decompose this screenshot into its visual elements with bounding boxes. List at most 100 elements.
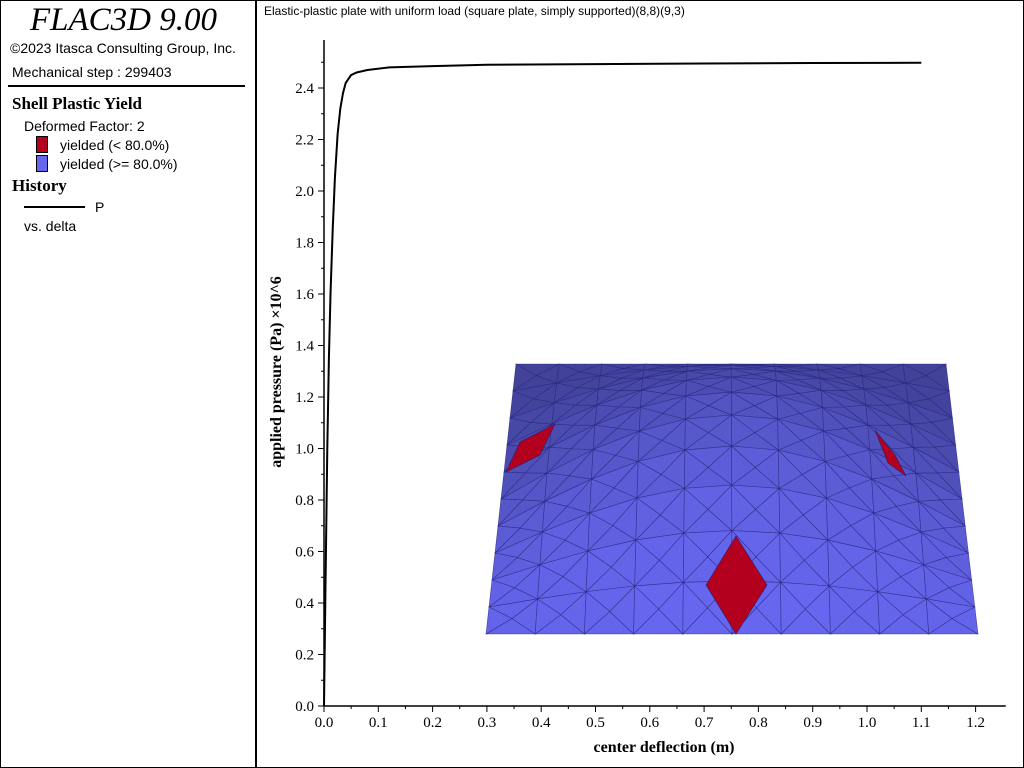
mesh-facet — [822, 406, 847, 432]
mesh-facet — [553, 382, 579, 404]
legend-panel: FLAC3D 9.00 ©2023 Itasca Consulting Grou… — [0, 0, 255, 768]
separator — [8, 85, 245, 87]
x-tick-label: 0.0 — [315, 715, 334, 731]
mesh-facet — [506, 417, 532, 446]
mesh-facet — [683, 532, 709, 584]
x-tick-label: 0.4 — [532, 715, 551, 731]
x-tick-label: 0.6 — [640, 715, 659, 731]
mesh-facet — [910, 423, 936, 448]
mesh-facet — [634, 539, 660, 587]
mesh-facet — [731, 414, 756, 447]
mesh-facet — [485, 606, 513, 635]
deformed-plate-mesh — [484, 363, 980, 635]
mesh-facet — [902, 363, 927, 384]
mesh-facet — [537, 564, 564, 600]
mesh-facet — [778, 487, 804, 534]
y-tick-label: 1.0 — [295, 442, 314, 458]
mesh-facet — [861, 375, 887, 390]
history-curve — [323, 61, 922, 707]
y-tick-label: 2.2 — [295, 133, 314, 149]
mesh-facet — [685, 379, 710, 397]
legend-label-yielded-lt80: yielded (< 80.0%) — [60, 137, 170, 153]
mesh-facet — [819, 377, 843, 391]
mesh-facet — [591, 449, 617, 480]
mesh-facet — [598, 375, 623, 390]
mesh-facet — [873, 512, 900, 552]
y-axis-label: applied pressure (Pa) ×10^6 — [268, 276, 285, 468]
mesh-facet — [534, 598, 562, 635]
x-tick-label: 0.2 — [423, 715, 442, 731]
mesh-facet — [494, 525, 521, 554]
y-tick-label: 0.0 — [295, 699, 314, 715]
mesh-facet — [551, 402, 577, 425]
legend-swatch-yielded-ge80 — [36, 155, 48, 172]
mesh-facet — [488, 579, 516, 608]
mesh-facet — [641, 377, 665, 391]
x-tick-label: 0.9 — [803, 715, 822, 731]
plot-title: Elastic-plastic plate with uniform load … — [264, 4, 685, 18]
mesh-facet — [865, 404, 891, 426]
mesh-facet — [596, 388, 621, 406]
mesh-facet — [731, 391, 756, 416]
mesh-facet — [826, 497, 852, 541]
mesh-facet — [643, 363, 667, 371]
y-tick-label: 1.4 — [295, 339, 314, 355]
mesh-facet — [684, 418, 709, 451]
mesh-facet — [512, 363, 537, 392]
mesh-facet — [509, 390, 535, 419]
mesh-facet — [779, 532, 805, 583]
y-tick-label: 1.6 — [295, 287, 314, 303]
mesh-facet — [686, 365, 710, 372]
app-title: FLAC3D 9.00 — [30, 2, 218, 38]
x-tick-label: 0.5 — [586, 715, 605, 731]
mesh-facet — [775, 379, 801, 397]
mesh-facet — [684, 449, 709, 490]
mesh-facet — [775, 370, 799, 381]
mesh-facet — [730, 368, 754, 378]
mesh-facet — [730, 376, 755, 393]
x-tick-label: 1.2 — [966, 715, 985, 731]
y-tick-label: 0.8 — [295, 493, 314, 509]
mesh-facet — [584, 591, 611, 635]
x-tick-label: 0.7 — [695, 715, 714, 731]
mesh-facet — [905, 382, 930, 404]
mesh-facet — [685, 395, 710, 420]
mesh-facet — [824, 460, 850, 499]
copyright-text: ©2023 Itasca Consulting Group, Inc. — [10, 40, 236, 56]
mesh-facet — [633, 585, 660, 635]
y-tick-label: 2.4 — [295, 81, 314, 97]
mesh-facet — [686, 370, 710, 381]
mesh-facet — [907, 402, 933, 425]
mesh-facet — [912, 446, 939, 474]
mechanical-step: Mechanical step : 299403 — [12, 64, 172, 80]
mesh-facet — [731, 484, 757, 532]
legend-label-yielded-ge80: yielded (>= 80.0%) — [60, 156, 178, 172]
mesh-facet — [730, 364, 754, 369]
mesh-facet — [877, 591, 904, 635]
mesh-facet — [546, 446, 572, 474]
mesh-facet — [549, 423, 574, 449]
y-tick-label: 1.2 — [295, 390, 314, 406]
mesh-facet — [539, 531, 566, 566]
axis-labels: center deflection (m) applied pressure (P… — [268, 276, 734, 756]
mesh-facet — [823, 430, 849, 462]
mesh-facet — [638, 406, 664, 432]
mesh-facet — [556, 363, 581, 384]
chart-axes: 0.0 0.1 0.2 0.3 0.4 0.5 0.6 0.7 0.8 0.9 1.0 1.1 1.2 0… — [295, 40, 1006, 731]
yielded-element — [874, 429, 907, 477]
mesh-facet — [820, 389, 846, 408]
mesh-facet — [500, 471, 527, 500]
mesh-facet — [731, 445, 756, 486]
mesh-facet — [875, 550, 902, 593]
mesh-facet — [637, 430, 663, 463]
shell-plastic-yield-title: Shell Plastic Yield — [12, 94, 143, 113]
y-tick-label: 1.8 — [295, 236, 314, 252]
mesh-facet — [918, 500, 944, 533]
history-title: History — [12, 176, 67, 195]
x-tick-label: 1.1 — [912, 715, 931, 731]
mesh-facet — [817, 369, 842, 379]
mesh-facet — [923, 564, 950, 600]
series-line-P — [323, 61, 922, 707]
mesh-facet — [780, 581, 806, 635]
